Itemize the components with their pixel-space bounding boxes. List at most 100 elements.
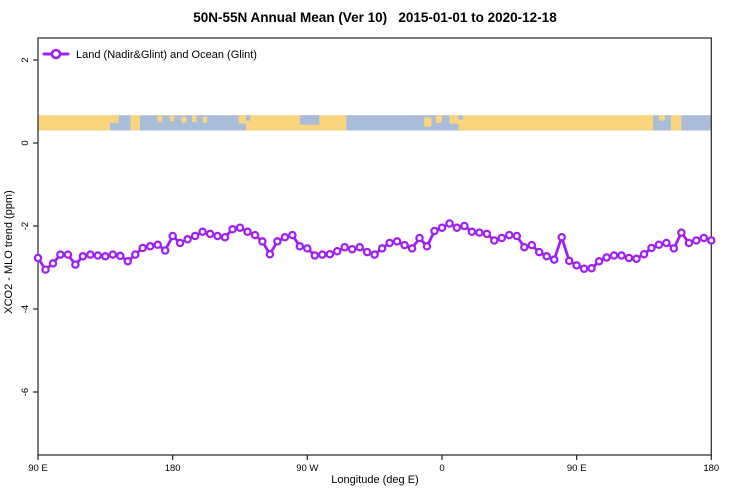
data-point: [632, 254, 641, 264]
data-point: [295, 242, 305, 251]
data-point: [452, 223, 462, 232]
data-point: [160, 246, 170, 255]
data-point: [168, 231, 177, 241]
data-point: [48, 259, 58, 268]
data-point: [684, 238, 694, 248]
data-point: [564, 256, 574, 266]
plot-border: [37, 37, 712, 456]
data-point: [520, 242, 529, 252]
data-point: [101, 252, 110, 261]
map-band-land-patch: [157, 115, 163, 123]
data-point: [422, 242, 432, 251]
data-point: [93, 251, 103, 260]
data-point: [579, 264, 589, 273]
data-point: [153, 240, 162, 249]
map-band-land-patch: [238, 115, 246, 124]
data-point: [647, 243, 656, 253]
data-point: [475, 228, 484, 237]
map-band-land-patch: [449, 115, 459, 124]
map-band-land-patch: [202, 116, 208, 123]
data-point: [407, 244, 417, 253]
x-tick-label: 180: [165, 463, 181, 474]
data-point: [639, 249, 649, 259]
data-point: [56, 250, 65, 259]
data-point: [78, 252, 88, 261]
data-point: [340, 242, 349, 252]
data-point: [624, 253, 634, 263]
map-band-ocean-segment: [681, 115, 712, 131]
data-point: [318, 250, 327, 259]
map-band-land-segment: [670, 115, 682, 131]
data-point: [490, 236, 499, 245]
x-tick-label: 90 E: [567, 463, 587, 474]
x-axis-label: Longitude (deg E): [331, 474, 419, 486]
map-band-land-patch: [169, 115, 175, 122]
map-band-ocean-segment: [346, 115, 463, 131]
data-point: [108, 250, 118, 259]
map-band-land-patch: [658, 115, 665, 121]
data-point: [549, 255, 559, 264]
data-point: [692, 236, 701, 245]
data-point: [175, 238, 185, 248]
data-point: [460, 221, 469, 231]
data-point: [534, 247, 544, 257]
map-band-ocean-segment: [652, 115, 671, 131]
x-tick-label: 180: [703, 463, 719, 474]
map-band-land-patch: [192, 115, 197, 123]
data-point: [303, 244, 312, 253]
data-point: [220, 232, 230, 242]
data-point: [362, 247, 372, 257]
data-point: [512, 231, 522, 241]
map-band-land-segment: [38, 115, 110, 131]
legend-label: Land (Nadir&Glint) and Ocean (Glint): [76, 49, 257, 61]
data-point: [392, 237, 402, 246]
data-point: [654, 240, 664, 249]
y-axis-label: XCO2 - MLO trend (ppm): [3, 190, 15, 314]
map-band-land-patch: [245, 120, 251, 131]
y-tick-label: -6: [20, 388, 31, 396]
data-point: [677, 228, 686, 237]
map-band-land-segment: [130, 115, 140, 131]
data-point: [116, 251, 125, 261]
data-point: [707, 236, 716, 245]
data-point: [243, 227, 252, 237]
data-point: [273, 237, 282, 246]
data-point: [699, 233, 709, 243]
data-point: [258, 237, 267, 246]
data-point: [669, 244, 679, 253]
data-point: [505, 230, 514, 240]
data-point: [213, 231, 222, 241]
data-point: [385, 238, 394, 248]
data-point: [190, 231, 200, 241]
map-band-land-patch: [458, 119, 463, 131]
data-point: [437, 223, 447, 232]
data-point: [400, 240, 409, 250]
data-point: [138, 243, 147, 253]
data-point: [310, 251, 320, 260]
data-point: [288, 230, 297, 240]
data-point: [325, 249, 335, 259]
data-point: [41, 265, 50, 274]
y-tick-label: -4: [20, 305, 31, 313]
data-point: [183, 235, 192, 244]
data-point: [71, 260, 80, 269]
data-point: [265, 249, 275, 259]
chart-title: 50N-55N Annual Mean (Ver 10) 2015-01-01 …: [193, 10, 557, 25]
data-point: [198, 227, 207, 237]
data-point: [609, 251, 619, 260]
map-band-land-segment: [462, 115, 653, 131]
map-band-ocean-segment: [139, 115, 251, 131]
data-point: [205, 229, 215, 239]
data-point: [332, 247, 342, 256]
y-tick-label: 0: [20, 140, 31, 145]
map-band-land-segment: [250, 115, 347, 131]
y-tick-label: 2: [20, 57, 31, 62]
map-band-ocean-patch: [299, 115, 320, 125]
data-point: [445, 219, 454, 228]
data-point: [602, 253, 611, 262]
map-band-land-patch: [424, 117, 432, 127]
data-point: [145, 242, 155, 251]
data-point: [235, 223, 245, 232]
data-point: [542, 252, 551, 261]
